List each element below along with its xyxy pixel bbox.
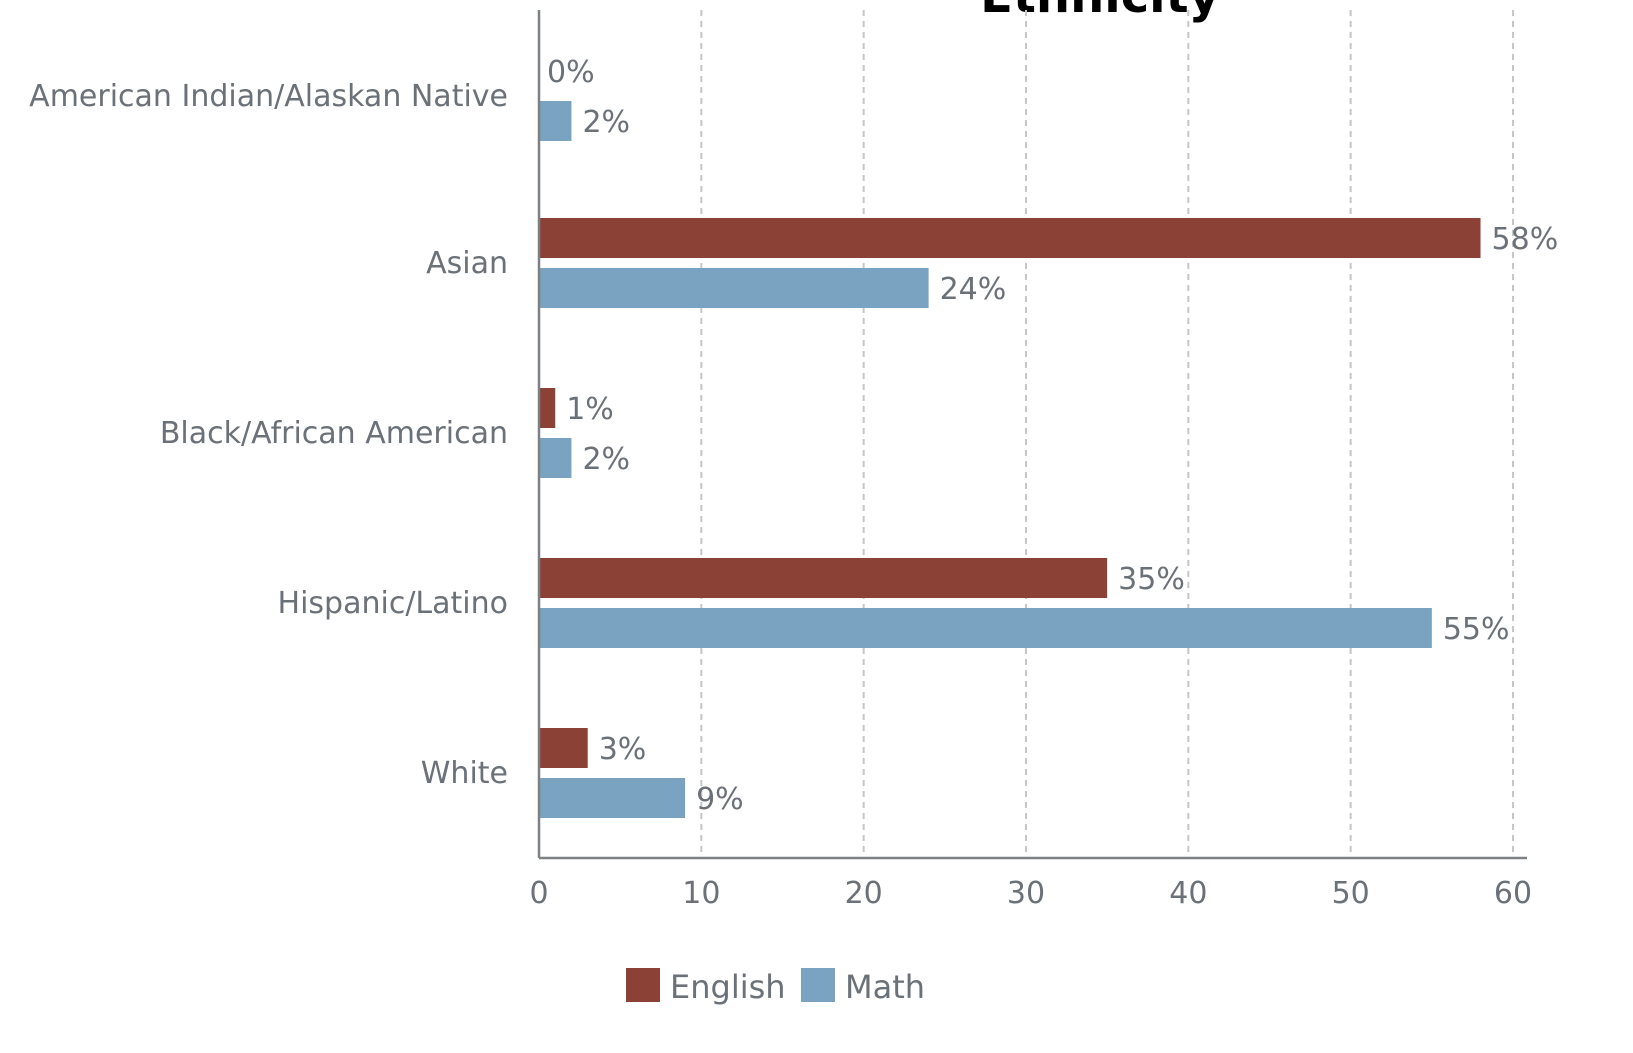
data-label: 55% bbox=[1443, 612, 1510, 647]
data-label: 24% bbox=[940, 272, 1007, 307]
legend-swatch-english bbox=[626, 968, 660, 1002]
bars bbox=[539, 101, 1481, 818]
data-label: 58% bbox=[1492, 222, 1559, 257]
data-label: 9% bbox=[696, 782, 744, 817]
x-tick-label: 10 bbox=[682, 876, 720, 911]
x-tick-label: 20 bbox=[845, 876, 883, 911]
legend-label-math: Math bbox=[845, 968, 925, 1006]
category-label: Hispanic/Latino bbox=[278, 586, 508, 621]
x-tick-label: 30 bbox=[1007, 876, 1045, 911]
data-label: 2% bbox=[582, 442, 630, 477]
bar-english bbox=[539, 558, 1108, 598]
category-label: White bbox=[421, 756, 508, 791]
legend-swatch-math bbox=[801, 968, 835, 1002]
x-tick-label: 50 bbox=[1332, 876, 1370, 911]
category-label: Asian bbox=[426, 246, 508, 281]
x-tick-label: 40 bbox=[1169, 876, 1207, 911]
bar-math bbox=[539, 101, 572, 141]
data-label: 3% bbox=[599, 732, 647, 767]
x-tick-label: 60 bbox=[1494, 876, 1532, 911]
x-tick-label: 0 bbox=[529, 876, 548, 911]
bar-math bbox=[539, 438, 572, 478]
data-label: 2% bbox=[582, 105, 630, 140]
legend: English Math bbox=[626, 968, 925, 1006]
chart-title-group: Ethnicity bbox=[980, 0, 1220, 24]
chart-title: Ethnicity bbox=[980, 0, 1220, 24]
bar-english bbox=[539, 218, 1481, 258]
data-label: 35% bbox=[1118, 562, 1185, 597]
legend-label-english: English bbox=[670, 968, 786, 1006]
bar-english bbox=[539, 388, 556, 428]
category-label: Black/African American bbox=[160, 416, 508, 451]
grid-lines bbox=[700, 10, 1514, 858]
labels: 0 10 20 30 40 50 60 American Indian/Alaskan Nat… bbox=[29, 55, 1558, 911]
bar-math bbox=[539, 268, 929, 308]
category-label: American Indian/Alaskan Native bbox=[29, 79, 508, 114]
data-label: 0% bbox=[547, 55, 595, 90]
data-label: 1% bbox=[566, 392, 614, 427]
bar-math bbox=[539, 608, 1432, 648]
axes bbox=[537, 10, 1527, 860]
bar-math bbox=[539, 778, 686, 818]
bar-english bbox=[539, 728, 588, 768]
